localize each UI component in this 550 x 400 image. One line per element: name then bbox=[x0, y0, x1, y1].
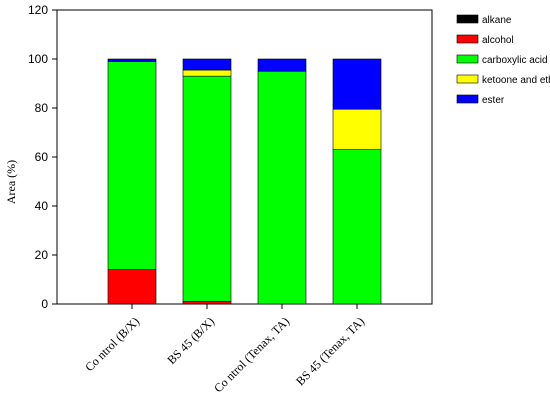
y-axis-label: Area (%) bbox=[4, 160, 18, 204]
x-tick-label: BS 45 (B/X) bbox=[164, 314, 217, 367]
legend-swatch bbox=[456, 54, 479, 64]
bar-segment-carboxylic-acid bbox=[182, 75, 232, 302]
legend-label: ketoone and ether bbox=[482, 75, 550, 86]
plot-area: 0 20 40 60 80 100 120 Co ntrol (B/X) BS 45 (B/X)… bbox=[28, 3, 433, 395]
legend-label: carboxylic acid bbox=[482, 55, 548, 66]
x-tick-label: BS 45 (Tenax, TA) bbox=[293, 314, 367, 388]
bar-segment-ester bbox=[107, 58, 157, 62]
x-tick-label: Co ntrol (B/X) bbox=[82, 314, 142, 374]
y-tick-label: 100 bbox=[28, 52, 48, 66]
x-tick-label: Co ntrol (Tenax, TA) bbox=[211, 314, 292, 395]
legend-swatch bbox=[456, 14, 479, 24]
bar-segment-alcohol bbox=[107, 269, 157, 305]
bar-segment-ketoone-and-ether bbox=[182, 69, 232, 77]
legend-label: alcohol bbox=[482, 35, 514, 46]
y-tick-label: 40 bbox=[35, 199, 49, 213]
bar-segment-ester bbox=[332, 58, 382, 110]
y-tick-label: 0 bbox=[41, 297, 48, 311]
legend: alkane alcohol carboxylic acid ketoone and … bbox=[456, 14, 550, 106]
bar-segment-carboxylic-acid bbox=[107, 61, 157, 271]
bar-segment-ketoone-and-ether bbox=[332, 108, 382, 150]
y-tick-label: 80 bbox=[35, 101, 49, 115]
bar-segment-carboxylic-acid bbox=[257, 70, 307, 305]
bar-segment-alcohol bbox=[182, 301, 232, 305]
legend-label: alkane bbox=[482, 15, 512, 26]
legend-swatch bbox=[456, 94, 479, 104]
bar-segment-ester bbox=[257, 58, 307, 72]
legend-swatch bbox=[456, 34, 479, 44]
legend-label: ester bbox=[482, 95, 505, 106]
bar-segment-carboxylic-acid bbox=[332, 149, 382, 305]
y-tick-label: 60 bbox=[35, 150, 49, 164]
bar-segment-ester bbox=[182, 58, 232, 71]
y-tick-label: 120 bbox=[28, 3, 48, 17]
y-tick-label: 20 bbox=[35, 248, 49, 262]
legend-swatch bbox=[456, 74, 479, 84]
